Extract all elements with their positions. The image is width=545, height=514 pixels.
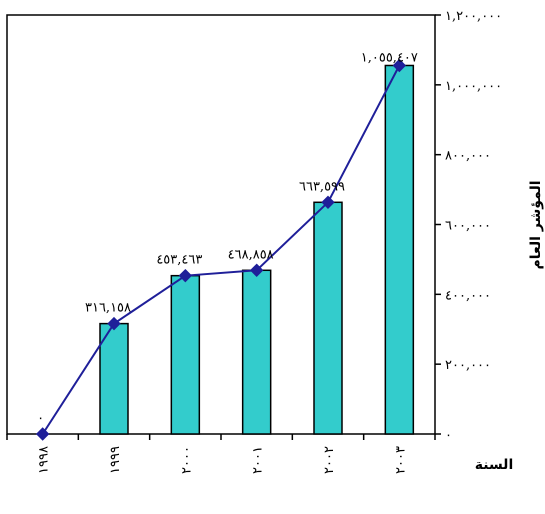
line-marker-2: [178, 268, 193, 283]
line-marker-5: [392, 58, 407, 73]
x-axis-title: السنة: [475, 457, 514, 473]
y-tick-label-1: ٢٠٠,٠٠٠: [445, 358, 491, 373]
bar-4: [313, 201, 343, 435]
plot-area: [6, 14, 436, 435]
y-tick-label-2: ٤٠٠,٠٠٠: [445, 288, 491, 303]
bar-2: [170, 274, 201, 435]
data-label-2: ٤٥٣,٤٦٣: [156, 253, 202, 268]
line-marker-3: [249, 263, 264, 277]
y-tick-label-3: ٦٠٠,٠٠٠: [445, 219, 491, 234]
y-axis: ٠ ٢٠٠,٠٠٠ ٤٠٠,٠٠٠ ٦٠٠,٠٠٠ ٨٠٠,٠٠٠ ١,٠٠٠,٠٠٠ ١,…: [435, 9, 502, 443]
bar-5: [384, 64, 415, 435]
x-tick-label-3: ٢٠٠١: [251, 446, 266, 474]
x-tick-label-5: ٢٠٠٣: [393, 446, 408, 474]
x-tick-label-1: ١٩٩٩: [108, 446, 123, 474]
y-tick-label-5: ١,٠٠٠,٠٠٠: [445, 79, 502, 94]
bar-3: [241, 269, 272, 435]
series-line: [41, 65, 401, 435]
y-tick-label-0: ٠: [445, 428, 452, 443]
x-tick-label-4: ٢٠٠٢: [322, 446, 337, 474]
data-label-3: ٤٦٨,٨٥٨: [228, 247, 274, 262]
x-axis: ١٩٩٨ ١٩٩٩ ٢٠٠٠ ٢٠٠١ ٢٠٠٢ ٢٠٠٣: [6, 434, 436, 474]
bar-1: [99, 322, 129, 435]
line-marker-1: [107, 316, 121, 331]
y-tick-label-6: ١,٢٠٠,٠٠٠: [445, 9, 502, 24]
y-axis-title: المؤشر العام: [528, 180, 544, 269]
y-tick-label-4: ٨٠٠,٠٠٠: [445, 149, 491, 164]
data-label-1: ٣١٦,١٥٨: [85, 301, 131, 316]
data-label-0: ٠: [37, 411, 44, 426]
x-tick-label-2: ٢٠٠٠: [179, 446, 194, 474]
data-label-4: ٦٦٣,٥٩٩: [299, 179, 345, 194]
data-labels: ٠ ٣١٦,١٥٨ ٤٥٣,٤٦٣ ٤٦٨,٨٥٨ ٦٦٣,٥٩٩ ١,٠٥٥,٤٠٧: [37, 50, 418, 426]
line-layer: [35, 58, 407, 441]
line-marker-4: [321, 195, 335, 210]
line-marker-0: [35, 427, 50, 441]
x-tick-label-0: ١٩٩٨: [37, 446, 52, 474]
data-label-5: ١,٠٥٥,٤٠٧: [361, 50, 418, 65]
